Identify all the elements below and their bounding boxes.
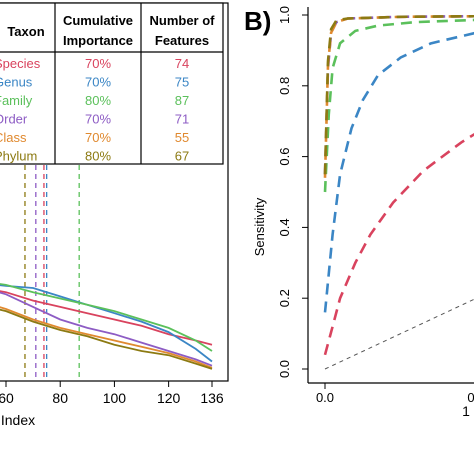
y-tick-label: 0.6 <box>277 148 292 166</box>
panel-a: Taxon Cumulative Importance Number of Feat… <box>0 2 229 428</box>
table-cell-features: 55 <box>175 130 189 145</box>
importance-curve <box>0 308 213 370</box>
table-cell-taxon: Class <box>0 130 27 145</box>
importance-curve <box>0 306 213 369</box>
table-cell-features: 67 <box>175 149 189 164</box>
panel-a-x-label: Index <box>1 412 35 428</box>
table-header-features-line: Number of <box>150 13 216 28</box>
importance-curve <box>0 291 213 367</box>
x-tick-label: 80 <box>52 390 68 406</box>
table-cell-taxon: Genus <box>0 75 33 90</box>
table-cell-importance: 70% <box>85 112 111 127</box>
x-tick-label: 120 <box>157 390 181 406</box>
table-cell-taxon: Family <box>0 93 33 108</box>
table-header-features: Number of Features <box>150 13 216 48</box>
table-cell-features: 71 <box>175 112 189 127</box>
roc-curve <box>323 132 474 356</box>
table-cell-features: 75 <box>175 75 189 90</box>
table-cell-importance: 80% <box>85 149 111 164</box>
table-header-features-line: Features <box>155 33 209 48</box>
panel-a-x-axis: 60 80 100 120 136 <box>0 381 224 406</box>
panel-b-series <box>323 14 474 370</box>
x-tick-label: 0.2 <box>467 390 474 405</box>
chance-reference-line <box>324 298 474 370</box>
panel-a-series <box>0 283 213 370</box>
y-tick-label: 0.4 <box>277 218 292 236</box>
importance-table-box <box>0 2 224 165</box>
x-tick-label: 0.0 <box>316 390 334 405</box>
x-tick-label: 60 <box>0 390 14 406</box>
table-cell-taxon: Phylum <box>0 149 37 164</box>
x-tick-label: 100 <box>103 390 127 406</box>
x-tick-label: 136 <box>200 390 224 406</box>
panel-b-label: B) <box>244 6 271 36</box>
importance-curve <box>0 283 213 352</box>
table-cell-importance: 70% <box>85 75 111 90</box>
table-header-taxon: Taxon <box>7 24 44 39</box>
table-rows: Species 70% 74 Genus 70% 75 Family 80% 87 Order 70… <box>0 56 189 164</box>
panel-b-axes: 0.00.20.40.60.81.00.00.20. <box>277 6 474 405</box>
panel-b-y-label: Sensitivity <box>252 197 267 256</box>
table-header-importance-line: Importance <box>63 33 133 48</box>
roc-curve <box>323 18 474 193</box>
table-cell-taxon: Species <box>0 56 41 71</box>
roc-curve <box>323 31 474 313</box>
table-cell-features: 87 <box>175 93 189 108</box>
table-cell-features: 74 <box>175 56 189 71</box>
table-cell-taxon: Order <box>0 112 28 127</box>
roc-curve <box>323 14 474 175</box>
y-tick-label: 0.8 <box>277 77 292 95</box>
importance-curve <box>0 290 213 346</box>
table-header-importance-line: Cumulative <box>63 13 133 28</box>
y-tick-label: 1.0 <box>277 6 292 24</box>
table-cell-importance: 80% <box>85 93 111 108</box>
panel-b: B) Sensitivity 0.00.20.40.60.81.00.00.20… <box>244 6 474 419</box>
table-cell-importance: 70% <box>85 56 111 71</box>
y-tick-label: 0.0 <box>277 360 292 378</box>
y-tick-label: 0.2 <box>277 289 292 307</box>
importance-curve <box>0 284 213 363</box>
table-cell-importance: 70% <box>85 130 111 145</box>
importance-table: Taxon Cumulative Importance Number of Feat… <box>0 2 224 165</box>
panel-b-x-label: 1 <box>462 403 470 419</box>
table-header-importance: Cumulative Importance <box>63 13 133 48</box>
